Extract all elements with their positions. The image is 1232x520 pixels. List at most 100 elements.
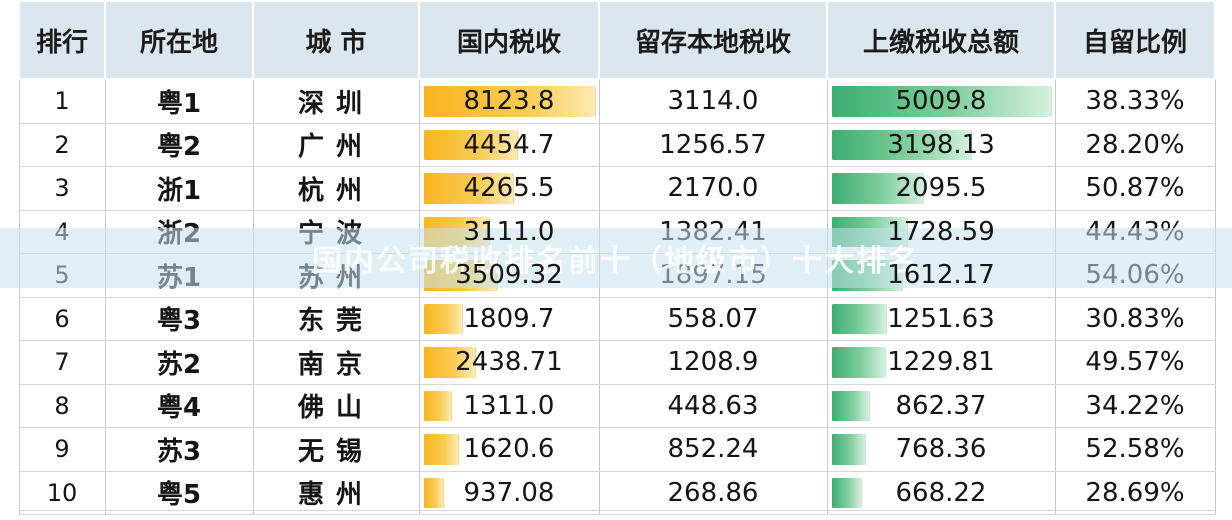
domestic-tax-cell-value: 1311.0 [463, 390, 555, 421]
retention-ratio-cell: 44.43% [1054, 210, 1216, 254]
retained-tax-cell: 3114.0 [598, 79, 828, 124]
domestic-tax-bar [423, 86, 596, 117]
retention-ratio-cell: 50.87% [1054, 166, 1216, 211]
table-row: 5 苏1 苏州 3509.32 1897.15 1612.17 54.06% [18, 253, 1216, 298]
remitted-tax-cell-value: 2095.5 [895, 173, 987, 204]
domestic-tax-cell: 937.08 [418, 471, 600, 515]
header-city: 城 市 [252, 0, 420, 80]
domestic-tax-cell-value: 4265.5 [463, 173, 555, 204]
remitted-tax-bar [831, 86, 1052, 117]
remitted-tax-cell-value: 862.37 [895, 390, 987, 421]
remitted-tax-cell-value: 1229.81 [887, 347, 995, 378]
domestic-tax-cell: 4454.7 [418, 123, 600, 167]
retained-tax-cell: 1897.15 [598, 253, 828, 298]
remitted-tax-cell-value: 5009.8 [895, 86, 987, 117]
domestic-tax-bar [423, 390, 453, 421]
retention-ratio-cell: 54.06% [1054, 253, 1216, 298]
domestic-tax-cell: 2438.71 [418, 340, 600, 385]
rank-cell: 8 [18, 384, 106, 428]
rank-cell: 1 [18, 79, 106, 124]
remitted-tax-cell: 2095.5 [826, 166, 1056, 211]
retention-ratio-cell: 49.57% [1054, 340, 1216, 385]
domestic-tax-cell: 8123.8 [418, 79, 600, 124]
remitted-tax-cell-value: 768.36 [895, 434, 987, 465]
remitted-tax-cell-value: 668.22 [895, 477, 987, 508]
domestic-tax-cell-value: 937.08 [463, 477, 555, 508]
domestic-tax-bar [423, 303, 463, 334]
city-cell: 惠州 [252, 471, 420, 515]
table-row: 10 粤5 惠州 937.08 268.86 668.22 28.69% [18, 471, 1216, 515]
remitted-tax-bar [831, 347, 887, 378]
header-domestic-tax: 国内税收 [418, 0, 600, 80]
retention-ratio-cell: 30.83% [1054, 297, 1216, 341]
retained-tax-cell: 1382.41 [598, 210, 828, 254]
location-cell: 苏3 [104, 427, 254, 472]
domestic-tax-cell: 1311.0 [418, 384, 600, 428]
table-row: 8 粤4 佛山 1311.0 448.63 862.37 34.22% [18, 384, 1216, 428]
retention-ratio-cell: 52.58% [1054, 427, 1216, 472]
table-bottom-edge [18, 510, 1214, 520]
table-row: 6 粤3 东莞 1809.7 558.07 1251.63 30.83% [18, 297, 1216, 341]
remitted-tax-bar [831, 477, 862, 508]
retention-ratio-cell: 28.20% [1054, 123, 1216, 167]
domestic-tax-cell: 1620.6 [418, 427, 600, 472]
remitted-tax-cell-value: 3198.13 [887, 129, 995, 160]
header-remitted-tax: 上缴税收总额 [826, 0, 1056, 80]
location-cell: 苏1 [104, 253, 254, 298]
domestic-tax-bar [423, 477, 445, 508]
domestic-tax-cell: 3509.32 [418, 253, 600, 298]
domestic-tax-cell-value: 8123.8 [463, 86, 555, 117]
table-row: 3 浙1 杭州 4265.5 2170.0 2095.5 50.87% [18, 166, 1216, 211]
header-location: 所在地 [104, 0, 254, 80]
domestic-tax-bar [423, 173, 515, 204]
remitted-tax-cell-value: 1728.59 [887, 216, 995, 247]
city-cell: 东莞 [252, 297, 420, 341]
domestic-tax-cell-value: 3509.32 [455, 260, 563, 291]
remitted-tax-cell: 5009.8 [826, 79, 1056, 124]
city-cell: 广州 [252, 123, 420, 167]
rank-cell: 3 [18, 166, 106, 211]
remitted-tax-bar [831, 434, 867, 465]
retained-tax-cell: 1256.57 [598, 123, 828, 167]
city-cell: 南京 [252, 340, 420, 385]
remitted-tax-cell: 862.37 [826, 384, 1056, 428]
header-retention-ratio: 自留比例 [1054, 0, 1216, 80]
rank-cell: 2 [18, 123, 106, 167]
domestic-tax-bar [423, 434, 459, 465]
table-body: 1 粤1 深圳 8123.8 3114.0 5009.8 38.33% 2 粤2 广州 4454.7… [18, 79, 1216, 515]
domestic-tax-bar [423, 347, 476, 378]
table-row: 2 粤2 广州 4454.7 1256.57 3198.13 28.20% [18, 123, 1216, 167]
retained-tax-cell: 2170.0 [598, 166, 828, 211]
location-cell: 浙2 [104, 210, 254, 254]
location-cell: 粤2 [104, 123, 254, 167]
city-cell: 杭州 [252, 166, 420, 211]
retained-tax-cell: 1208.9 [598, 340, 828, 385]
remitted-tax-cell-value: 1612.17 [887, 260, 995, 291]
domestic-tax-cell-value: 2438.71 [455, 347, 563, 378]
remitted-tax-bar [831, 173, 925, 204]
city-cell: 宁波 [252, 210, 420, 254]
location-cell: 粤1 [104, 79, 254, 124]
remitted-tax-cell: 1229.81 [826, 340, 1056, 385]
location-cell: 浙1 [104, 166, 254, 211]
domestic-tax-cell-value: 4454.7 [463, 129, 555, 160]
retained-tax-cell: 558.07 [598, 297, 828, 341]
rank-cell: 10 [18, 471, 106, 515]
retention-ratio-cell: 28.69% [1054, 471, 1216, 515]
remitted-tax-cell: 1728.59 [826, 210, 1056, 254]
retained-tax-cell: 852.24 [598, 427, 828, 472]
retention-ratio-cell: 34.22% [1054, 384, 1216, 428]
tax-ranking-table: 排行 所在地 城 市 国内税收 留存本地税收 上缴税收总额 自留比例 1 粤1 深圳… [18, 0, 1216, 515]
location-cell: 粤4 [104, 384, 254, 428]
rank-cell: 4 [18, 210, 106, 254]
remitted-tax-cell: 668.22 [826, 471, 1056, 515]
city-cell: 无锡 [252, 427, 420, 472]
city-cell: 深圳 [252, 79, 420, 124]
domestic-tax-cell-value: 1809.7 [463, 303, 555, 334]
domestic-tax-cell: 3111.0 [418, 210, 600, 254]
remitted-tax-cell: 3198.13 [826, 123, 1056, 167]
remitted-tax-bar [831, 129, 973, 160]
remitted-tax-bar [831, 303, 888, 334]
rank-cell: 6 [18, 297, 106, 341]
table-row: 1 粤1 深圳 8123.8 3114.0 5009.8 38.33% [18, 79, 1216, 124]
